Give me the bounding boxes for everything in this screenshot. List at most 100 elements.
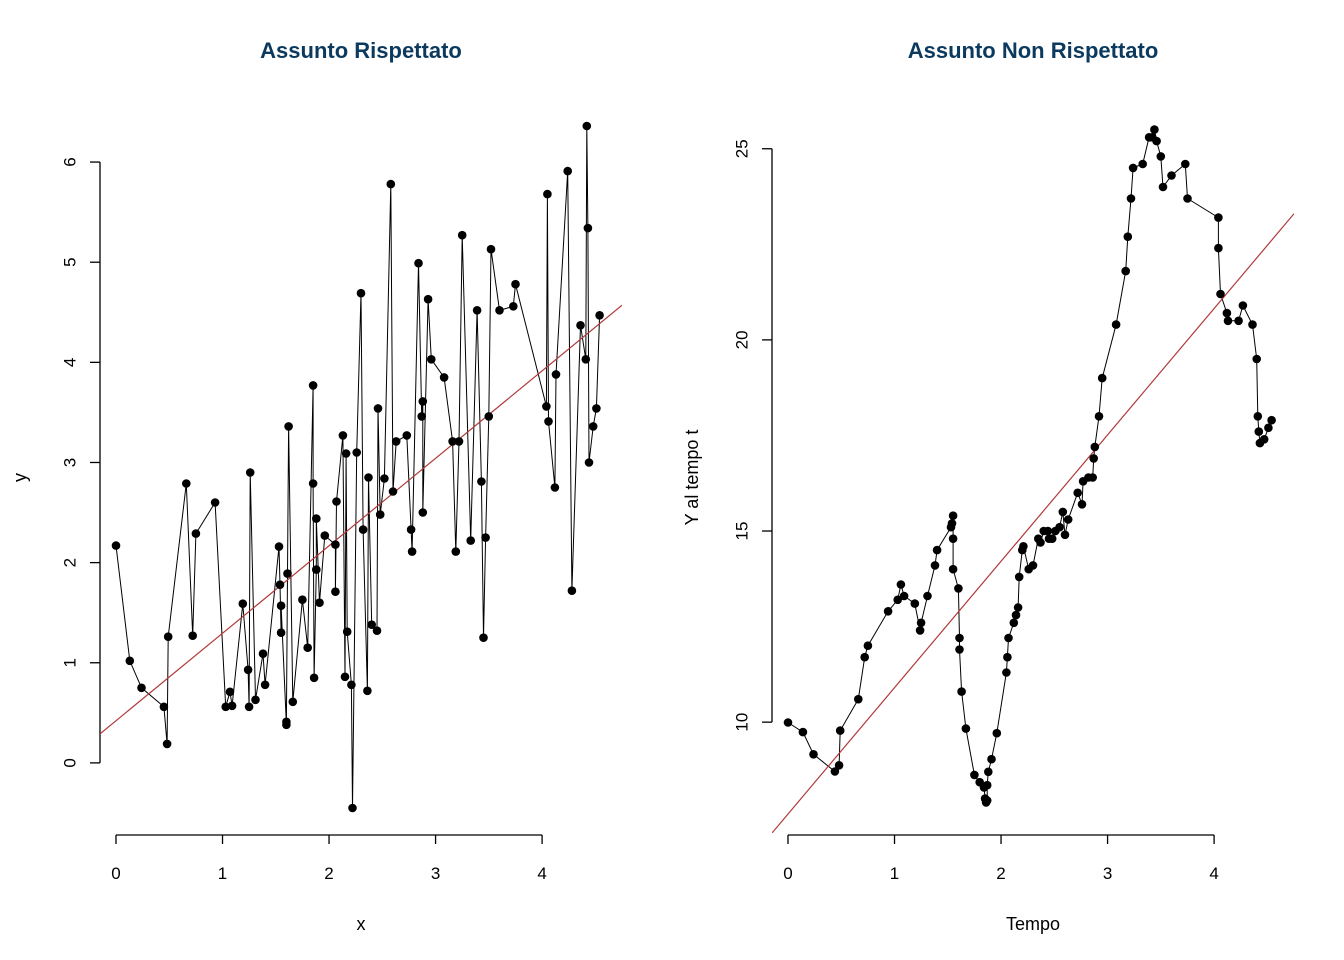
data-point bbox=[1138, 159, 1147, 169]
data-point bbox=[1128, 163, 1138, 173]
data-point bbox=[798, 727, 808, 737]
data-point bbox=[957, 687, 966, 696]
data-point bbox=[595, 311, 604, 320]
x-tick-label: 4 bbox=[537, 864, 546, 883]
data-point bbox=[883, 607, 893, 616]
data-point bbox=[932, 545, 942, 555]
data-point bbox=[283, 569, 292, 578]
data-point bbox=[308, 479, 318, 488]
data-point bbox=[1094, 412, 1104, 421]
data-point bbox=[341, 449, 351, 458]
data-point bbox=[284, 422, 293, 431]
data-point bbox=[592, 404, 601, 413]
y-tick-label: 4 bbox=[61, 358, 80, 367]
data-point bbox=[1097, 373, 1107, 383]
data-point bbox=[1167, 171, 1176, 180]
data-point bbox=[910, 599, 920, 608]
data-point bbox=[388, 487, 398, 496]
data-point bbox=[407, 547, 417, 556]
data-point bbox=[276, 601, 286, 610]
data-point bbox=[948, 511, 958, 520]
data-point bbox=[588, 422, 598, 431]
data-point bbox=[896, 580, 906, 589]
data-point bbox=[414, 258, 423, 268]
data-point bbox=[987, 754, 996, 764]
data-point bbox=[386, 179, 396, 189]
data-point bbox=[457, 230, 467, 240]
data-point bbox=[582, 121, 592, 131]
data-point bbox=[1019, 542, 1028, 551]
data-point bbox=[1063, 515, 1073, 524]
data-point bbox=[1156, 152, 1166, 161]
data-point bbox=[543, 189, 552, 199]
data-point bbox=[466, 536, 476, 545]
data-point bbox=[423, 294, 433, 304]
data-point bbox=[188, 631, 197, 640]
data-point bbox=[274, 542, 284, 551]
data-point bbox=[315, 598, 324, 607]
data-point bbox=[581, 355, 591, 364]
data-point bbox=[1111, 320, 1121, 329]
data-point bbox=[970, 770, 979, 780]
data-point bbox=[563, 166, 572, 176]
data-point bbox=[783, 718, 793, 727]
y-tick-label: 1 bbox=[61, 658, 80, 667]
data-point bbox=[1123, 232, 1133, 241]
data-point bbox=[899, 591, 909, 601]
x-tick-label: 1 bbox=[218, 864, 227, 883]
x-tick-label: 3 bbox=[1103, 864, 1112, 883]
data-point bbox=[1126, 194, 1136, 203]
data-point bbox=[1055, 522, 1064, 532]
x-tick-label: 3 bbox=[431, 864, 440, 883]
data-point bbox=[486, 244, 496, 254]
data-point bbox=[948, 564, 958, 574]
data-point bbox=[1088, 473, 1097, 482]
data-point bbox=[835, 726, 845, 735]
data-point bbox=[245, 468, 255, 477]
data-point bbox=[1152, 136, 1161, 146]
y-tick-label: 25 bbox=[733, 139, 752, 158]
chart-title: Assunto Non Rispettato bbox=[908, 38, 1159, 63]
chart-panel-1: Assunto Rispettato 0 1 2 3 4 x 0 1 2 3 4 5 6 y bbox=[10, 38, 622, 934]
data-point bbox=[373, 404, 383, 413]
data-point bbox=[227, 701, 237, 711]
data-point bbox=[834, 761, 844, 770]
x-tick-label: 0 bbox=[111, 864, 120, 883]
data-point bbox=[1121, 266, 1130, 276]
data-point bbox=[276, 628, 286, 637]
data-point bbox=[1150, 125, 1159, 134]
data-point bbox=[111, 541, 121, 550]
data-point bbox=[332, 497, 341, 506]
x-axis-label: x bbox=[357, 914, 366, 934]
data-point bbox=[583, 223, 593, 233]
data-point bbox=[860, 652, 869, 662]
data-point bbox=[372, 626, 382, 635]
data-point bbox=[1060, 530, 1070, 540]
data-point bbox=[364, 473, 373, 482]
data-point bbox=[1222, 308, 1232, 318]
data-point bbox=[1014, 572, 1024, 582]
data-point bbox=[1090, 442, 1100, 452]
data-point bbox=[298, 595, 307, 604]
data-point bbox=[338, 431, 348, 440]
data-point bbox=[309, 673, 319, 683]
series-connecting-line bbox=[787, 129, 1273, 804]
data-point bbox=[303, 643, 313, 652]
data-point bbox=[1214, 213, 1223, 222]
data-point bbox=[451, 547, 461, 556]
data-point bbox=[1183, 194, 1192, 203]
data-point bbox=[418, 508, 428, 517]
data-point bbox=[258, 649, 268, 658]
data-point bbox=[182, 479, 191, 488]
data-point bbox=[1009, 618, 1019, 628]
data-point bbox=[1259, 435, 1269, 444]
data-point bbox=[863, 641, 873, 650]
data-point bbox=[347, 680, 356, 690]
data-point bbox=[406, 525, 416, 534]
y-tick-label: 6 bbox=[61, 157, 80, 166]
data-point bbox=[244, 702, 254, 712]
data-point bbox=[544, 417, 553, 426]
data-point bbox=[551, 370, 561, 379]
data-point bbox=[984, 767, 993, 777]
data-point bbox=[238, 599, 248, 608]
